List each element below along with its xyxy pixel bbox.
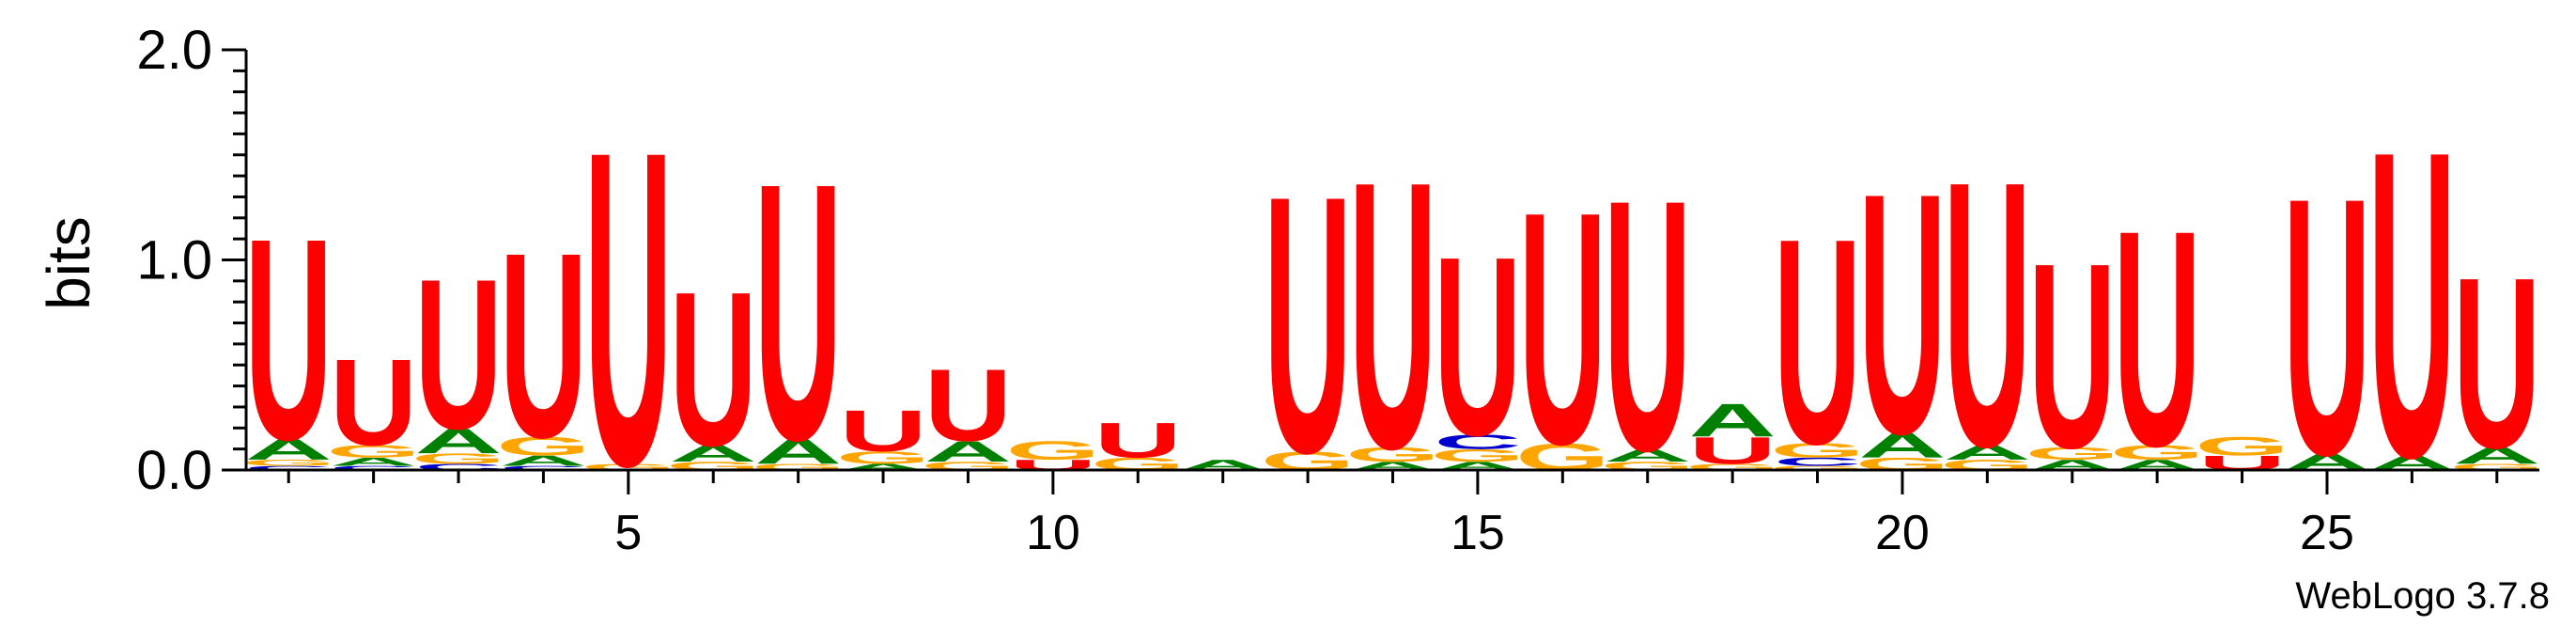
- logo-letter: U: [1774, 178, 1861, 506]
- logo-letter: A: [1688, 394, 1776, 447]
- logo-letter: G: [1006, 435, 1100, 465]
- logo-letter: U: [1264, 119, 1351, 529]
- logo-letter: C: [414, 462, 502, 472]
- x-tick-label: 5: [614, 506, 642, 560]
- logo-letter: U: [1094, 413, 1182, 468]
- logo-letter: G: [751, 462, 845, 472]
- logo-letter: G: [1345, 443, 1439, 466]
- logo-letter: U: [924, 349, 1012, 462]
- logo-letter: A: [924, 435, 1012, 468]
- logo-letter: G: [836, 447, 930, 467]
- logo-letter: U: [245, 178, 333, 500]
- logo-letter: U: [1944, 103, 2031, 526]
- logo-letter: U: [1519, 145, 1606, 514]
- logo-letter: G: [496, 431, 590, 462]
- x-tick-label: 20: [1875, 506, 1930, 560]
- logo-letter: G: [1685, 462, 1779, 472]
- logo-letter-stacks: CGAUCAGUCGAUCAGUGUGAUGAUAGUGAUUGGUAGUAGU…: [241, 58, 2544, 560]
- logo-letter: G: [326, 442, 420, 462]
- axes: 0.0 1.0 2.0 5 10 15 20 25: [136, 20, 2539, 560]
- logo-letter: A: [1604, 446, 1691, 465]
- logo-letter: A: [754, 432, 842, 472]
- y-tick-label: 2.0: [136, 20, 212, 81]
- logo-letter: G: [2025, 444, 2119, 463]
- x-tick-label: 10: [1026, 506, 1080, 560]
- logo-letter: G: [1431, 446, 1525, 465]
- y-tick-label: 1.0: [136, 230, 212, 291]
- logo-letter: U: [500, 198, 587, 494]
- x-tick-label: 15: [1451, 506, 1505, 560]
- logo-letter: A: [2453, 443, 2540, 469]
- logo-letter: A: [670, 441, 757, 467]
- logo-letter: G: [241, 458, 335, 467]
- logo-letter: C: [1434, 431, 1521, 454]
- logo-letter: C: [245, 464, 333, 471]
- logo-letter: A: [414, 422, 502, 462]
- logo-letter: U: [1434, 205, 1521, 490]
- logo-letter: A: [500, 453, 587, 469]
- y-tick-label: 0.0: [136, 440, 212, 501]
- logo-letter: G: [411, 450, 505, 466]
- logo-letter: G: [2110, 441, 2204, 464]
- logo-letter: C: [500, 464, 587, 471]
- logo-letter: U: [2368, 61, 2456, 549]
- logo-letter: G: [2450, 462, 2544, 472]
- logo-letter: U: [2283, 121, 2370, 531]
- logo-letter: U: [2453, 228, 2540, 500]
- logo-letter: C: [1774, 455, 1861, 468]
- logo-letter: G: [2195, 431, 2289, 462]
- logo-letter: U: [754, 106, 842, 516]
- logo-letter: U: [1858, 122, 1946, 506]
- logo-letter: U: [670, 247, 757, 493]
- logo-letter: A: [245, 433, 333, 466]
- logo-letter: U: [330, 333, 417, 471]
- logo-letter: C: [330, 464, 417, 471]
- logo-letter: G: [582, 462, 675, 472]
- logo-letter: G: [1770, 439, 1864, 462]
- logo-letter: U: [1349, 102, 1436, 528]
- logo-letter: G: [1770, 464, 1864, 471]
- logo-letter: U: [839, 399, 926, 464]
- x-tick-label: 25: [2300, 506, 2354, 560]
- logo-letter: U: [414, 235, 502, 475]
- logo-letter: U: [1688, 430, 1776, 472]
- logo-letter: A: [330, 455, 417, 468]
- logo-letter: U: [1604, 127, 1691, 526]
- logo-letter: U: [2114, 165, 2201, 510]
- weblogo-credit: WebLogo 3.7.8: [2295, 575, 2550, 617]
- y-axis-label: bits: [35, 216, 102, 310]
- logo-letter: A: [839, 462, 926, 472]
- logo-letter: U: [2028, 209, 2116, 504]
- logo-letter: A: [1858, 426, 1946, 465]
- logo-letter: A: [1944, 441, 2031, 464]
